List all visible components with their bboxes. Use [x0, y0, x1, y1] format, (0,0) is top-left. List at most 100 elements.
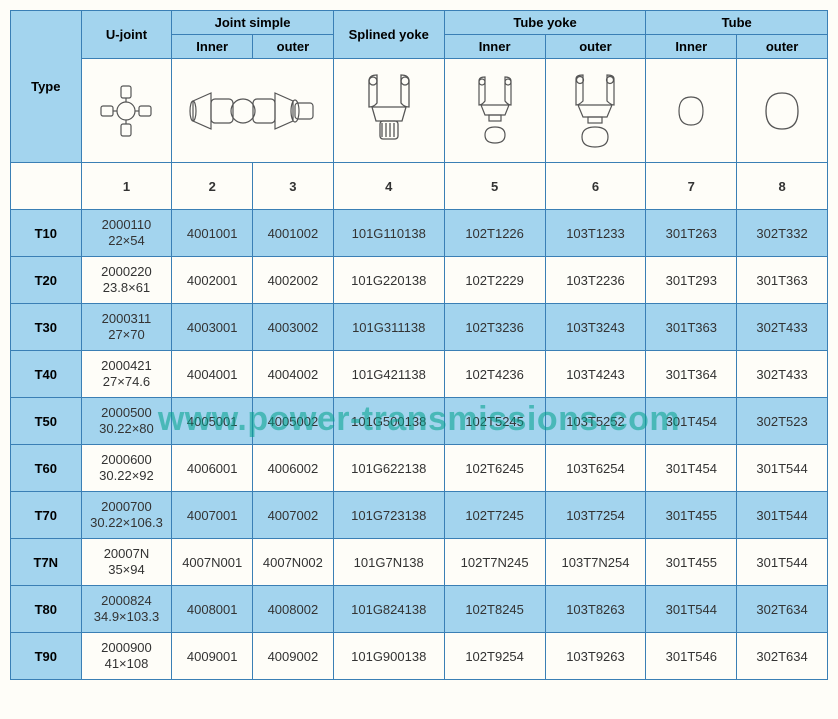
table-row: T80200082434.9×103.340080014008002101G82… — [11, 586, 828, 633]
row-type: T60 — [11, 445, 82, 492]
row-c4: 101G500138 — [333, 398, 444, 445]
row-type: T70 — [11, 492, 82, 539]
row-c3: 4008002 — [253, 586, 334, 633]
row-c7: 301T454 — [646, 398, 737, 445]
row-c8: 301T544 — [737, 445, 828, 492]
tube-yoke-inner-icon — [465, 75, 525, 147]
col-num-5: 5 — [444, 163, 545, 210]
col-num-2: 2 — [172, 163, 253, 210]
row-c3: 4006002 — [253, 445, 334, 492]
splined-yoke-icon — [354, 73, 424, 148]
row-c1: 200090041×108 — [81, 633, 172, 680]
row-c2: 4003001 — [172, 304, 253, 351]
row-c3: 4001002 — [253, 210, 334, 257]
row-c8: 302T433 — [737, 351, 828, 398]
table-row: T30200031127×7040030014003002101G3111381… — [11, 304, 828, 351]
row-c1: 200082434.9×103.3 — [81, 586, 172, 633]
table-row: T7N20007N35×944007N0014007N002101G7N1381… — [11, 539, 828, 586]
row-c6: 103T7N254 — [545, 539, 646, 586]
row-c8: 302T523 — [737, 398, 828, 445]
row-c2: 4006001 — [172, 445, 253, 492]
hdr-tube: Tube — [646, 11, 828, 35]
row-c8: 301T544 — [737, 539, 828, 586]
table-row: T60200060030.22×9240060014006002101G6221… — [11, 445, 828, 492]
row-c7: 301T364 — [646, 351, 737, 398]
table-row: T10200011022×5440010014001002101G1101381… — [11, 210, 828, 257]
row-c7: 301T363 — [646, 304, 737, 351]
row-c2: 4002001 — [172, 257, 253, 304]
tube-outer-icon — [759, 88, 805, 134]
row-c7: 301T263 — [646, 210, 737, 257]
row-type: T20 — [11, 257, 82, 304]
table-row: T20200022023.8×6140020014002002101G22013… — [11, 257, 828, 304]
row-c3: 4005002 — [253, 398, 334, 445]
row-c8: 301T544 — [737, 492, 828, 539]
row-c5: 102T4236 — [444, 351, 545, 398]
row-c1: 20007N35×94 — [81, 539, 172, 586]
row-c6: 103T2236 — [545, 257, 646, 304]
row-c4: 101G723138 — [333, 492, 444, 539]
row-c3: 4007002 — [253, 492, 334, 539]
row-c7: 301T293 — [646, 257, 737, 304]
table-row: T40200042127×74.640040014004002101G42113… — [11, 351, 828, 398]
table-wrapper: Type U-joint Joint simple Splined yoke T… — [10, 10, 828, 680]
table-row: T90200090041×10840090014009002101G900138… — [11, 633, 828, 680]
hdr-ujoint: U-joint — [81, 11, 172, 59]
row-c5: 102T8245 — [444, 586, 545, 633]
hdr-js-inner: Inner — [172, 35, 253, 59]
row-c7: 301T455 — [646, 492, 737, 539]
col-num-3: 3 — [253, 163, 334, 210]
row-type: T80 — [11, 586, 82, 633]
row-c5: 102T3236 — [444, 304, 545, 351]
row-c1: 200031127×70 — [81, 304, 172, 351]
row-c4: 101G900138 — [333, 633, 444, 680]
hdr-type: Type — [11, 11, 82, 163]
col-num-1: 1 — [81, 163, 172, 210]
hdr-t-outer: outer — [737, 35, 828, 59]
row-c6: 103T9263 — [545, 633, 646, 680]
hdr-js-outer: outer — [253, 35, 334, 59]
row-c1: 200022023.8×61 — [81, 257, 172, 304]
row-c4: 101G622138 — [333, 445, 444, 492]
row-c2: 4007001 — [172, 492, 253, 539]
row-c5: 102T6245 — [444, 445, 545, 492]
row-c8: 302T332 — [737, 210, 828, 257]
row-c2: 4004001 — [172, 351, 253, 398]
hdr-ty-outer: outer — [545, 35, 646, 59]
col-num-7: 7 — [646, 163, 737, 210]
row-type: T10 — [11, 210, 82, 257]
ujoint-cross-icon — [98, 83, 154, 139]
tube-inner-icon — [671, 91, 711, 131]
row-type: T7N — [11, 539, 82, 586]
row-c2: 4009001 — [172, 633, 253, 680]
hdr-joint-simple: Joint simple — [172, 11, 333, 35]
row-c8: 302T433 — [737, 304, 828, 351]
row-c6: 103T1233 — [545, 210, 646, 257]
diagram-tube-inner — [646, 59, 737, 163]
row-c4: 101G311138 — [333, 304, 444, 351]
row-c5: 102T7N245 — [444, 539, 545, 586]
row-c2: 4001001 — [172, 210, 253, 257]
row-c6: 103T5252 — [545, 398, 646, 445]
hdr-ty-inner: Inner — [444, 35, 545, 59]
hdr-tube-yoke: Tube yoke — [444, 11, 646, 35]
diagram-splined-yoke — [333, 59, 444, 163]
row-type: T90 — [11, 633, 82, 680]
row-c4: 101G824138 — [333, 586, 444, 633]
row-c6: 103T4243 — [545, 351, 646, 398]
diagram-tube-outer — [737, 59, 828, 163]
col-num-4: 4 — [333, 163, 444, 210]
row-c1: 200060030.22×92 — [81, 445, 172, 492]
row-c2: 4007N001 — [172, 539, 253, 586]
row-c8: 301T363 — [737, 257, 828, 304]
hdr-t-inner: Inner — [646, 35, 737, 59]
diagram-tube-yoke-outer — [545, 59, 646, 163]
col-num-6: 6 — [545, 163, 646, 210]
parts-table: Type U-joint Joint simple Splined yoke T… — [10, 10, 828, 680]
row-c4: 101G220138 — [333, 257, 444, 304]
row-c5: 102T5245 — [444, 398, 545, 445]
row-c4: 101G421138 — [333, 351, 444, 398]
row-c7: 301T546 — [646, 633, 737, 680]
tube-yoke-outer-icon — [562, 73, 628, 149]
diagram-ujoint — [81, 59, 172, 163]
